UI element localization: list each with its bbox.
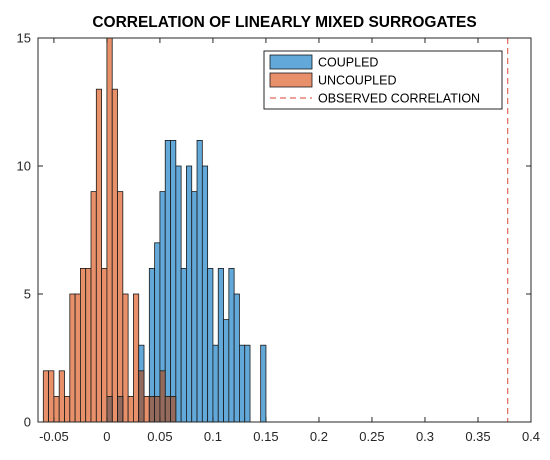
coupled-bar (164, 139, 171, 423)
legend-swatch-coupled (269, 54, 313, 70)
overlap-bar (159, 370, 166, 423)
uncoupled-bar (133, 293, 140, 423)
x-tick-label: 0.1 (204, 429, 222, 444)
x-tick-label: -0.05 (39, 429, 69, 444)
legend-label-observed: OBSERVED CORRELATION (318, 92, 480, 106)
overlap-bar (138, 370, 145, 423)
coupled-bar (260, 344, 267, 423)
overlap-bar (117, 395, 124, 423)
y-tick-label: 10 (17, 159, 31, 174)
coupled-bar (186, 165, 193, 423)
x-tick-label: 0.2 (310, 429, 328, 444)
uncoupled-bar (85, 267, 92, 423)
uncoupled-bar (42, 370, 49, 423)
uncoupled-bar (74, 293, 81, 423)
overlap-bar (164, 395, 171, 423)
coupled-bar (180, 267, 187, 423)
coupled-bar (244, 344, 251, 423)
overlap-bar (106, 395, 113, 423)
coupled-bar (201, 165, 209, 423)
coupled-bar (223, 319, 230, 423)
overlap-bar (148, 395, 156, 423)
uncoupled-bar (117, 191, 124, 423)
uncoupled-bar (127, 395, 134, 423)
coupled-bar (170, 139, 177, 423)
coupled-bar (207, 267, 214, 423)
uncoupled-bar (95, 88, 103, 423)
x-tick-label: 0.4 (522, 429, 540, 444)
uncoupled-bar (101, 267, 108, 423)
coupled-bar (217, 267, 224, 423)
uncoupled-bar (69, 293, 76, 423)
uncoupled-bar (48, 370, 55, 423)
x-tick-label: 0.05 (147, 429, 172, 444)
coupled-bar (239, 344, 246, 423)
uncoupled-bar (64, 395, 71, 423)
coupled-bar (228, 267, 235, 423)
coupled-bar (175, 165, 182, 423)
uncoupled-bar (143, 395, 150, 423)
uncoupled-bar (80, 267, 87, 423)
uncoupled-bar (53, 395, 60, 423)
overlap-bar (170, 395, 177, 423)
x-tick-label: 0.25 (359, 429, 384, 444)
coupled-bar (191, 191, 198, 423)
chart-title: CORRELATION OF LINEARLY MIXED SURROGATES (92, 14, 476, 31)
y-tick-label: 5 (24, 287, 31, 302)
uncoupled-bar (58, 370, 65, 423)
uncoupled-bar (122, 293, 129, 423)
uncoupled-bar (90, 191, 97, 423)
x-axis: -0.05 0 0.05 0.1 0.15 0.2 0.25 0.3 0.35 0.4 (39, 38, 540, 444)
coupled-bar (233, 293, 240, 423)
x-tick-label: 0.35 (465, 429, 490, 444)
overlap-bar (154, 395, 161, 423)
legend-swatch-uncoupled (269, 72, 313, 88)
y-tick-label: 15 (17, 31, 31, 46)
legend-label-uncoupled: UNCOUPLED (318, 74, 397, 88)
overlap-region (106, 370, 177, 423)
uncoupled-bar (106, 37, 113, 423)
x-tick-label: 0 (103, 429, 110, 444)
x-tick-label: 0.15 (253, 429, 278, 444)
legend-label-coupled: COUPLED (318, 56, 378, 70)
x-tick-label: 0.3 (416, 429, 434, 444)
plot-frame (37, 37, 532, 423)
coupled-bar (212, 344, 219, 423)
coupled-bar (196, 139, 203, 423)
y-tick-label: 0 (24, 415, 31, 430)
uncoupled-bar (111, 88, 118, 423)
y-axis: 0 5 10 15 (17, 31, 531, 430)
coupled-bar (154, 242, 161, 423)
legend: COUPLED UNCOUPLED OBSERVED CORRELATION (263, 50, 503, 110)
